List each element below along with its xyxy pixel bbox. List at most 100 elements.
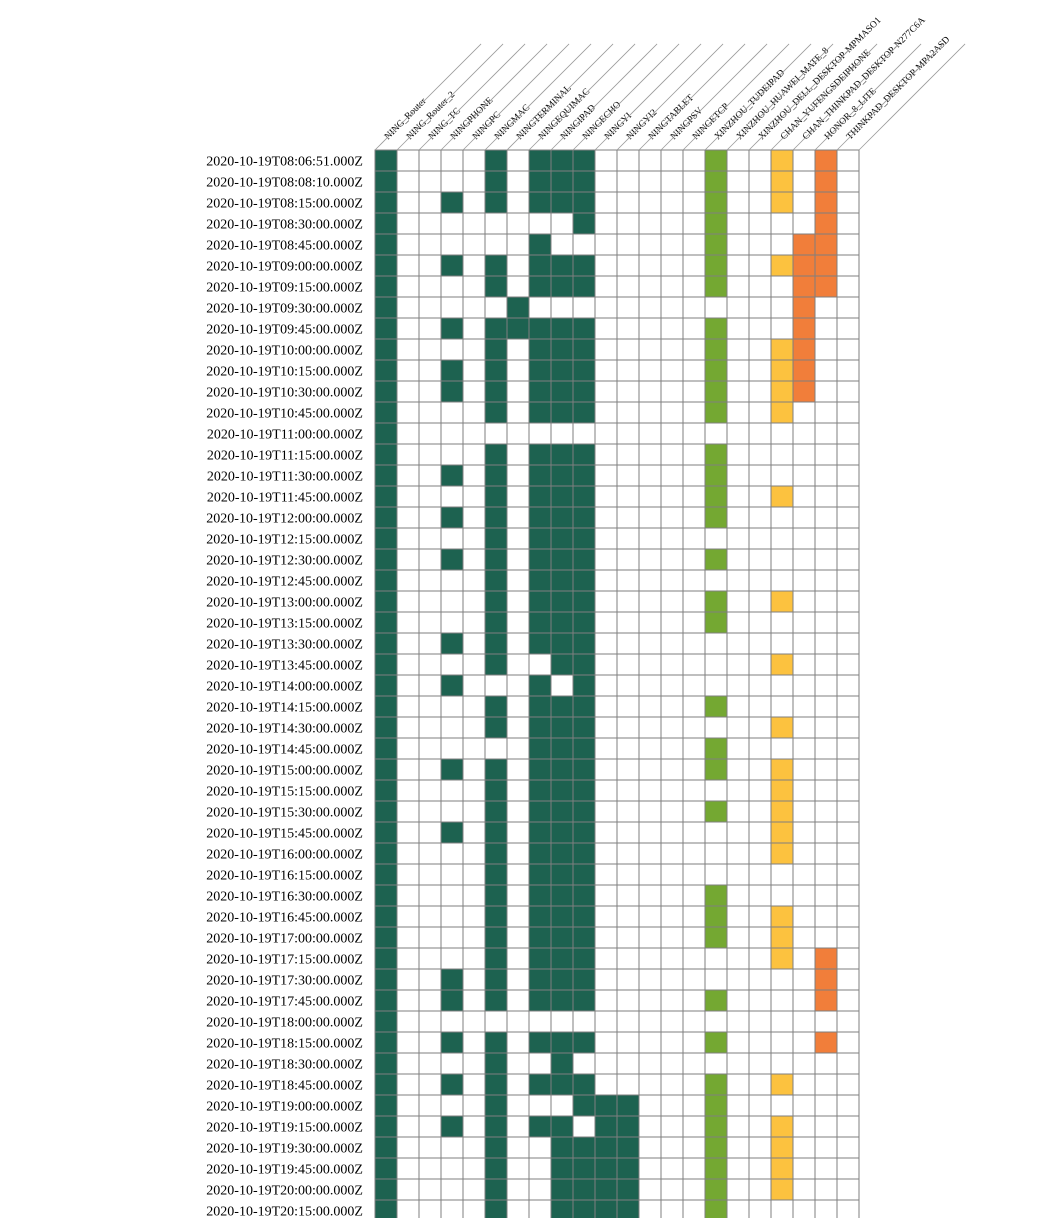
heatmap-cell <box>506 443 530 466</box>
heatmap-cell <box>396 758 420 781</box>
heatmap-cell <box>616 296 640 319</box>
heatmap-cell <box>792 233 816 256</box>
heatmap-cell <box>374 317 398 340</box>
heatmap-cell <box>616 317 640 340</box>
heatmap-cell <box>594 527 618 550</box>
heatmap-cell <box>484 1031 508 1054</box>
heatmap-cell <box>770 296 794 319</box>
row-label: 2020-10-19T15:15:00.000Z <box>206 785 363 800</box>
heatmap-cell <box>418 863 442 886</box>
heatmap-cell <box>704 296 728 319</box>
heatmap-cell <box>704 884 728 907</box>
heatmap-cell <box>572 1115 596 1138</box>
heatmap-cell <box>594 968 618 991</box>
heatmap-cell <box>528 1094 552 1117</box>
heatmap-cell <box>704 170 728 193</box>
heatmap-cell <box>396 695 420 718</box>
heatmap-cell <box>396 968 420 991</box>
heatmap-cell <box>814 422 838 445</box>
heatmap-cell <box>462 506 486 529</box>
heatmap-cell <box>792 569 816 592</box>
heatmap-cell <box>440 380 464 403</box>
heatmap-cell <box>616 989 640 1012</box>
row-label: 2020-10-19T10:15:00.000Z <box>206 365 363 380</box>
heatmap-cell <box>484 275 508 298</box>
heatmap-cell <box>616 1031 640 1054</box>
heatmap-cell <box>616 905 640 928</box>
heatmap-cell <box>770 842 794 865</box>
heatmap-cell <box>748 905 772 928</box>
heatmap-cell <box>726 1157 750 1180</box>
row-label: 2020-10-19T08:08:10.000Z <box>206 176 363 191</box>
heatmap-cell <box>792 926 816 949</box>
heatmap-cell <box>836 1115 860 1138</box>
heatmap-cell <box>616 716 640 739</box>
heatmap-cell <box>726 506 750 529</box>
heatmap-cell <box>726 149 750 172</box>
row-label: 2020-10-19T11:00:00.000Z <box>207 428 363 443</box>
heatmap-cell <box>506 275 530 298</box>
heatmap-cell <box>418 212 442 235</box>
heatmap-cell <box>770 401 794 424</box>
heatmap-cell <box>638 653 662 676</box>
heatmap-cells <box>374 149 860 1218</box>
heatmap-cell <box>792 401 816 424</box>
heatmap-cell <box>660 674 684 697</box>
heatmap-cell <box>660 821 684 844</box>
heatmap-cell <box>440 401 464 424</box>
heatmap-cell <box>814 737 838 760</box>
heatmap-cell <box>594 170 618 193</box>
heatmap-cell <box>396 842 420 865</box>
heatmap-cell <box>814 548 838 571</box>
heatmap-cell <box>418 926 442 949</box>
heatmap-cell <box>594 716 618 739</box>
heatmap-cell <box>440 443 464 466</box>
heatmap-cell <box>792 338 816 361</box>
heatmap-cell <box>594 338 618 361</box>
heatmap-cell <box>792 212 816 235</box>
heatmap-cell <box>792 485 816 508</box>
heatmap-cell <box>660 716 684 739</box>
heatmap-cell <box>572 1052 596 1075</box>
heatmap-cell <box>704 695 728 718</box>
heatmap-cell <box>748 380 772 403</box>
heatmap-cell <box>704 653 728 676</box>
heatmap-cell <box>836 569 860 592</box>
heatmap-cell <box>418 779 442 802</box>
heatmap-cell <box>748 296 772 319</box>
heatmap-cell <box>572 569 596 592</box>
heatmap-cell <box>704 443 728 466</box>
heatmap-cell <box>682 674 706 697</box>
heatmap-cell <box>418 674 442 697</box>
heatmap-cell <box>616 506 640 529</box>
heatmap-cell <box>616 1094 640 1117</box>
row-label: 2020-10-19T11:45:00.000Z <box>207 491 363 506</box>
heatmap-cell <box>528 359 552 382</box>
heatmap-cell <box>770 233 794 256</box>
heatmap-cell <box>506 863 530 886</box>
heatmap-cell <box>440 905 464 928</box>
heatmap-cell <box>704 1094 728 1117</box>
heatmap-cell <box>704 926 728 949</box>
heatmap-cell <box>638 632 662 655</box>
heatmap-cell <box>616 170 640 193</box>
heatmap-cell <box>748 548 772 571</box>
heatmap-cell <box>572 359 596 382</box>
heatmap-cell <box>726 233 750 256</box>
heatmap-cell <box>440 947 464 970</box>
heatmap-cell <box>726 191 750 214</box>
heatmap-cell <box>396 1115 420 1138</box>
heatmap-cell <box>418 485 442 508</box>
heatmap-cell <box>572 170 596 193</box>
heatmap-cell <box>660 1157 684 1180</box>
heatmap-cell <box>770 1136 794 1159</box>
heatmap-cell <box>726 1199 750 1218</box>
heatmap-cell <box>682 926 706 949</box>
heatmap-cell <box>660 254 684 277</box>
heatmap-cell <box>594 443 618 466</box>
heatmap-cell <box>770 863 794 886</box>
row-label: 2020-10-19T20:15:00.000Z <box>206 1205 363 1218</box>
row-label: 2020-10-19T08:15:00.000Z <box>206 197 363 212</box>
heatmap-cell <box>396 1136 420 1159</box>
heatmap-cell <box>374 968 398 991</box>
